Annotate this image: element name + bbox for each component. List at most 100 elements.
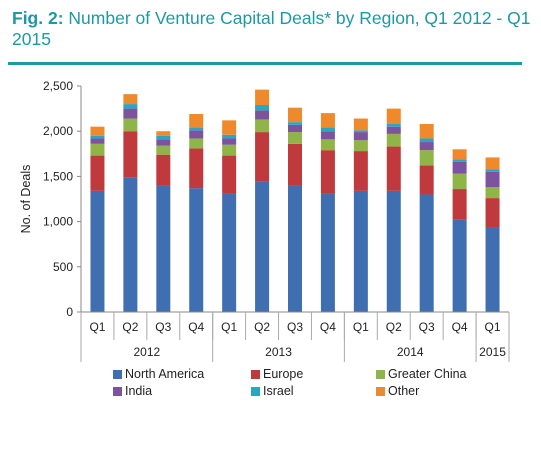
x-tick-label: Q1 <box>485 320 501 334</box>
bar-segment <box>320 193 335 312</box>
bar-segment <box>386 126 401 134</box>
bar-segment <box>189 148 204 189</box>
legend-label: India <box>125 384 152 398</box>
bar-segment <box>222 193 237 312</box>
bar-segment <box>90 135 105 139</box>
bar-segment <box>222 155 237 194</box>
plot-area <box>90 89 500 312</box>
legend-swatch <box>376 370 385 379</box>
x-tick-label: Q4 <box>188 320 204 334</box>
bar-segment <box>386 123 401 127</box>
legend-label: Israel <box>263 384 294 398</box>
title-rule <box>8 62 522 65</box>
bar-segment <box>353 130 368 133</box>
bar-segment <box>123 118 138 132</box>
bar-segment <box>452 173 467 190</box>
bar-segment <box>90 190 105 312</box>
bar-segment <box>485 227 500 312</box>
x-tick-label: Q1 <box>353 320 369 334</box>
legend-swatch <box>251 387 260 396</box>
bar-segment <box>485 198 500 228</box>
bar-segment <box>452 149 467 160</box>
x-tick-label: Q4 <box>320 320 336 334</box>
bar-segment <box>485 171 500 188</box>
bar-segment <box>189 114 204 128</box>
y-axis: 0 500 1,000 1,500 2,000 2,500 No. of Deals <box>19 79 82 319</box>
bar-segment <box>288 122 302 125</box>
bar-segment <box>255 119 270 133</box>
legend: North America Europe Greater China India Isr… <box>113 367 467 398</box>
x-tick-label: Q4 <box>452 320 468 334</box>
bar-segment <box>485 187 500 199</box>
bar-segment <box>255 110 270 120</box>
bar-segment <box>189 188 204 312</box>
y-tick-label: 0 <box>66 305 73 319</box>
bar-segment <box>419 165 434 195</box>
bar-segment <box>123 104 138 109</box>
bar-segment <box>189 127 204 131</box>
bar-segment <box>90 155 105 191</box>
bar-segment <box>255 104 270 111</box>
x-group-label: 2013 <box>265 345 292 359</box>
bar-segment <box>320 150 335 194</box>
bar-segment <box>419 194 434 312</box>
bar-segment <box>222 138 237 145</box>
x-tick-label: Q1 <box>221 320 237 334</box>
bar-segment <box>255 181 270 312</box>
bar-segment <box>222 144 237 156</box>
bar-segment <box>288 107 302 123</box>
bar-segment <box>419 138 434 143</box>
x-tick-label: Q3 <box>155 320 171 334</box>
bar-segment <box>288 143 302 186</box>
bar-segment <box>288 124 302 133</box>
x-tick-label: Q3 <box>287 320 303 334</box>
legend-swatch <box>113 387 122 396</box>
bar-segment <box>156 131 171 136</box>
bar-segment <box>353 140 368 152</box>
bar-segment <box>353 118 368 131</box>
bar-segment <box>485 157 500 170</box>
bar-segment <box>386 108 401 124</box>
bar-segment <box>156 139 171 146</box>
bar-segment <box>353 190 368 312</box>
bar-segment <box>222 134 237 139</box>
x-tick-label: Q3 <box>419 320 435 334</box>
bar-segment <box>90 143 105 156</box>
y-tick-label: 1,000 <box>43 215 73 229</box>
bar-segment <box>419 142 434 151</box>
bar-segment <box>320 131 335 140</box>
x-group-label: 2012 <box>133 345 160 359</box>
bar-segment <box>419 150 434 166</box>
x-group-label: 2014 <box>397 345 424 359</box>
legend-label: North America <box>125 367 204 381</box>
x-tick-label: Q2 <box>386 320 402 334</box>
bar-segment <box>123 108 138 119</box>
bar-segment <box>288 132 302 144</box>
bar-segment <box>353 132 368 141</box>
bar-segment <box>288 185 302 312</box>
x-axis: Q1 Q2 Q3 Q4 Q1 Q2 Q3 Q4 Q1 Q2 Q3 Q4 Q1 2012 2013 2014 20… <box>80 311 510 362</box>
x-tick-label: Q2 <box>254 320 270 334</box>
y-axis-title: No. of Deals <box>19 165 33 234</box>
y-tick-label: 2,500 <box>43 79 73 93</box>
bar-segment <box>189 130 204 139</box>
figure-title: Number of Venture Capital Deals* by Regi… <box>12 8 531 49</box>
bar-segment <box>452 159 467 162</box>
x-tick-label: Q1 <box>89 320 105 334</box>
bar-segment <box>386 133 401 147</box>
y-tick-label: 500 <box>53 260 73 274</box>
x-tick-label: Q2 <box>122 320 138 334</box>
bar-segment <box>255 89 270 105</box>
bar-segment <box>320 127 335 132</box>
bar-segment <box>452 219 467 312</box>
legend-label: Greater China <box>388 367 467 381</box>
bar-segment <box>386 190 401 312</box>
bar-segment <box>419 123 434 139</box>
bar-segment <box>156 185 171 312</box>
legend-swatch <box>113 370 122 379</box>
y-tick-label: 1,500 <box>43 169 73 183</box>
bar-segment <box>90 126 105 136</box>
bar-segment <box>320 113 335 128</box>
bar-segment <box>123 94 138 105</box>
